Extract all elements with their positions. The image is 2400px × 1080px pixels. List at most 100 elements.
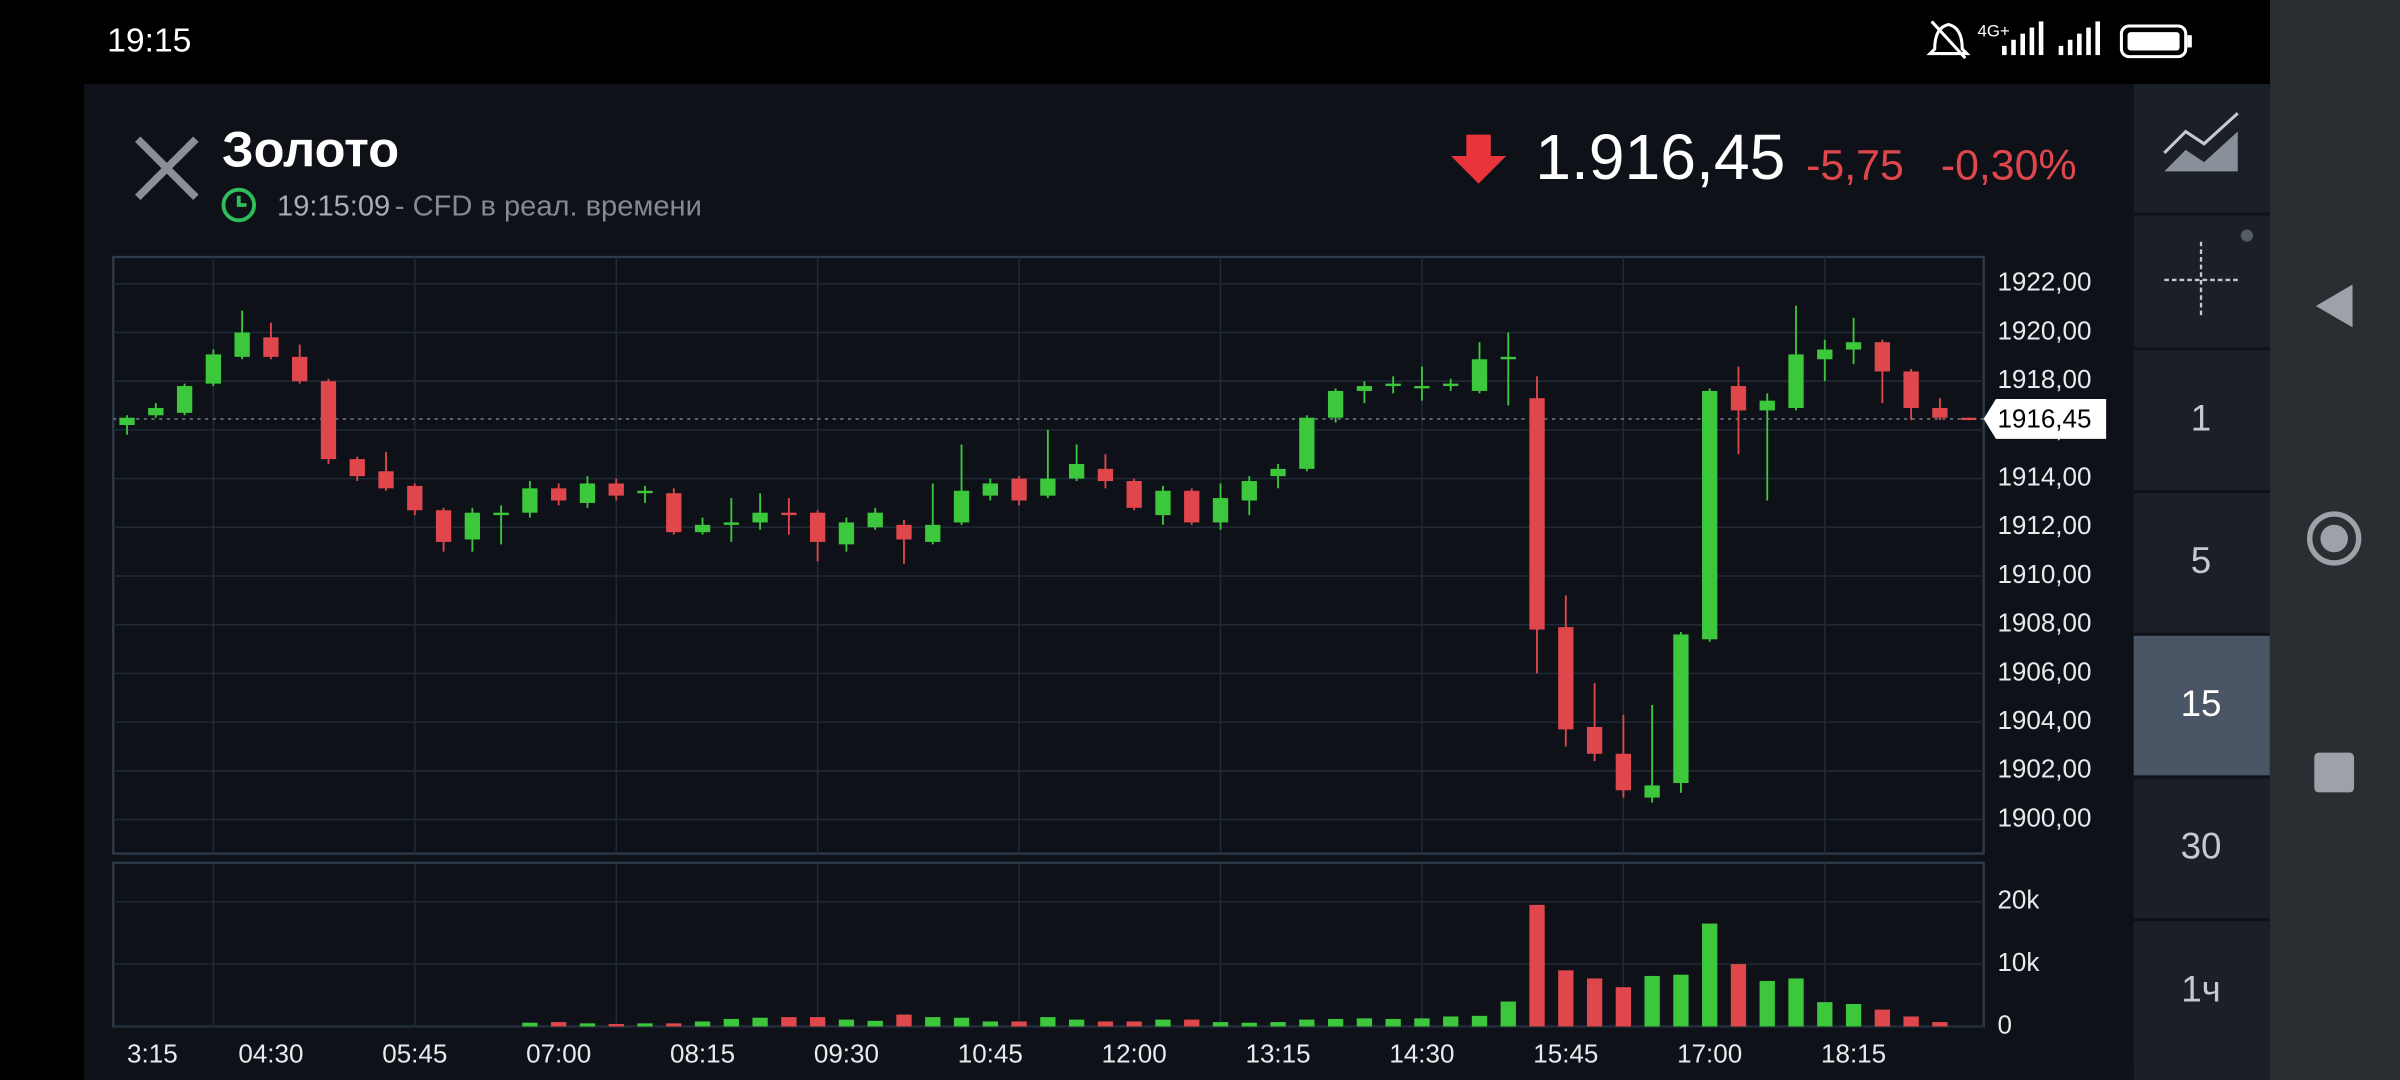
volume-bar [1126, 1021, 1142, 1027]
candle-body [1270, 468, 1286, 477]
candle-body [1241, 481, 1257, 501]
interval-button[interactable] [2133, 776, 2270, 920]
candle-body [522, 488, 538, 513]
chart-type-button[interactable] [2163, 112, 2239, 172]
main-panel [84, 84, 2134, 1080]
candle-body [1817, 349, 1833, 360]
volume-bar [694, 1021, 711, 1027]
candle-body [119, 417, 135, 426]
candle-body [867, 512, 883, 528]
x-tick-label: 13:15 [1246, 1038, 1311, 1068]
candle-body [1155, 490, 1171, 516]
candle-body [1874, 342, 1891, 372]
candle-body [1673, 634, 1689, 783]
candle-body [982, 483, 998, 496]
volume-bar [608, 1023, 624, 1027]
status-time: 19:15 [107, 23, 191, 60]
x-tick-label: 09:30 [814, 1038, 879, 1068]
candle-body [435, 510, 452, 542]
quote-time: 19:15:09 [277, 191, 390, 223]
close-button[interactable] [135, 136, 199, 201]
volume-bar [522, 1022, 538, 1027]
volume-bar [781, 1017, 797, 1027]
recents-button[interactable] [2314, 752, 2355, 793]
down-arrow [1451, 134, 1507, 184]
candle-body [752, 512, 768, 523]
volume-bar [1702, 923, 1718, 1027]
vertical-grid [212, 256, 1826, 1027]
volume-bar [579, 1023, 596, 1027]
candle-body [1471, 359, 1488, 391]
candle-body [234, 332, 250, 357]
volume-bar [1788, 978, 1804, 1027]
candle-body [263, 337, 279, 357]
quote-source: - CFD в реал. времени [395, 191, 702, 223]
x-tick-label: 08:15 [670, 1038, 735, 1068]
interval-button[interactable] [2133, 348, 2270, 492]
volume-bar [953, 1017, 970, 1027]
volume-bar [1817, 1002, 1833, 1027]
candle-body [810, 512, 826, 542]
interval-button[interactable] [2133, 491, 2270, 635]
candle-body [666, 493, 682, 533]
y-tick-label: 1918,00 [1997, 364, 2091, 394]
volume-bar [1385, 1018, 1401, 1027]
x-tick-label: 07:00 [526, 1038, 591, 1068]
y-tick-label: 1920,00 [1997, 315, 2091, 345]
volume-bar [666, 1023, 682, 1027]
y-tick-label: 10k [1997, 947, 2040, 977]
x-tick-label: 15:45 [1533, 1038, 1598, 1068]
volume-bar [1471, 1015, 1488, 1027]
volume-bar [1443, 1016, 1459, 1027]
candle-body [378, 471, 394, 489]
price-change: -5,75 [1806, 142, 1904, 190]
candle-body [1759, 400, 1775, 411]
x-tick-label: 10:45 [958, 1038, 1023, 1068]
candle-body [637, 490, 653, 494]
x-tick-label: 17:00 [1677, 1038, 1742, 1068]
volume-bar [1356, 1018, 1373, 1027]
y-tick-label: 1914,00 [1997, 461, 2091, 491]
volume-bar [1414, 1018, 1430, 1027]
candle-body [1903, 371, 1919, 408]
interval-button[interactable] [2133, 634, 2270, 777]
volume-bar [551, 1022, 567, 1027]
volume-bar [1299, 1019, 1315, 1027]
volume-bar [1011, 1021, 1027, 1027]
volume-bar [637, 1023, 653, 1027]
home-button[interactable] [2307, 511, 2362, 566]
interval-label: 30 [2181, 826, 2222, 867]
candle-body [781, 512, 797, 516]
candle-body [1414, 386, 1430, 389]
volume-bar [1845, 1004, 1862, 1027]
volume-bar [1212, 1022, 1229, 1027]
volume-bar [925, 1017, 941, 1027]
candle-body [292, 356, 308, 382]
candle-body [1500, 356, 1516, 360]
back-button[interactable] [2315, 284, 2353, 328]
candle-body [1644, 785, 1660, 798]
volume-bar [1730, 964, 1747, 1027]
y-tick-label: 1912,00 [1997, 510, 2091, 540]
candle-body [1845, 342, 1862, 350]
volume-bar [1615, 987, 1632, 1027]
candle-body [205, 354, 222, 384]
volume-bar [867, 1020, 883, 1027]
volume-bar [1155, 1019, 1171, 1027]
candle-body [1212, 498, 1229, 523]
volume-bar [723, 1018, 739, 1027]
x-tick-label: 3:15 [127, 1038, 178, 1068]
candle-body [694, 524, 711, 533]
candle-body [551, 488, 567, 501]
price-panel [112, 255, 1985, 855]
interval-button[interactable] [2133, 919, 2270, 1063]
volume-bar [1586, 978, 1603, 1027]
network-label: 4G+ [1978, 22, 2010, 41]
x-tick-label: 12:00 [1102, 1038, 1167, 1068]
candle-body [579, 483, 596, 503]
candle-body [1730, 386, 1747, 411]
volume-bar [1500, 1001, 1516, 1027]
